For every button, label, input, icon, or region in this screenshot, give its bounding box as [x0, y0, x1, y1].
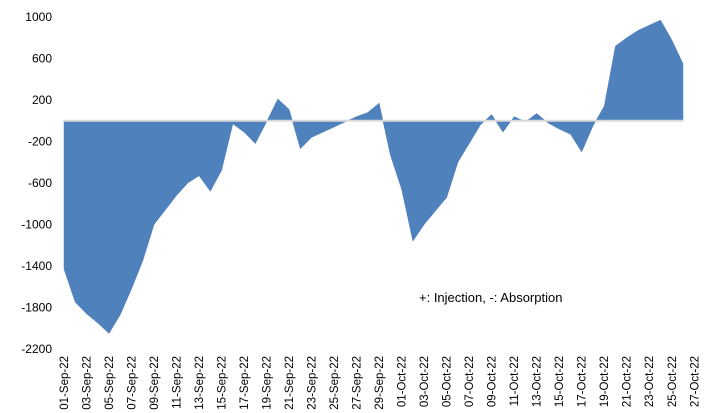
x-tick-label: 01-Oct-22: [397, 356, 409, 407]
y-tick-label: -1800: [21, 301, 52, 315]
x-tick-label: 09-Sep-22: [149, 356, 161, 410]
x-tick-label: 15-Sep-22: [217, 356, 229, 410]
x-tick-label: 17-Oct-22: [577, 356, 589, 407]
x-axis-ticks: 01-Sep-22 03-Sep-22 05-Sep-22 07-Sep-22 09-S…: [59, 356, 701, 410]
y-tick-label: -2200: [21, 342, 52, 356]
x-tick-label: 19-Sep-22: [262, 356, 274, 410]
x-tick-label: 13-Oct-22: [532, 356, 544, 407]
x-tick-label: 05-Sep-22: [104, 356, 116, 410]
x-tick-label: 21-Oct-22: [622, 356, 634, 407]
y-tick-label: -200: [28, 135, 52, 149]
injection-absorption-note: +: Injection, -: Absorption: [419, 290, 562, 305]
x-tick-label: 07-Oct-22: [464, 356, 476, 407]
x-tick-label: 21-Sep-22: [284, 356, 296, 410]
x-tick-label: 25-Oct-22: [667, 356, 679, 407]
x-tick-label: 11-Sep-22: [172, 356, 184, 409]
x-tick-label: 19-Oct-22: [599, 356, 611, 407]
x-tick-label: 09-Oct-22: [487, 356, 499, 407]
x-tick-label: 23-Sep-22: [307, 356, 319, 410]
x-tick-label: 13-Sep-22: [194, 356, 206, 410]
y-tick-label: -1400: [21, 259, 52, 273]
x-tick-label: 29-Sep-22: [374, 356, 386, 410]
x-tick-label: 27-Oct-22: [689, 356, 701, 407]
y-axis-ticks: 1000 600 200 -200 -600 -1000 -1400 -1800 -2200: [21, 10, 52, 356]
x-tick-label: 23-Oct-22: [644, 356, 656, 407]
y-tick-label: -600: [28, 176, 52, 190]
x-tick-label: 15-Oct-22: [554, 356, 566, 407]
x-tick-label: 03-Oct-22: [419, 356, 431, 407]
y-tick-label: 1000: [25, 10, 52, 24]
x-tick-label: 01-Sep-22: [59, 356, 71, 410]
x-tick-label: 11-Oct-22: [509, 356, 521, 406]
x-tick-label: 03-Sep-22: [82, 356, 94, 410]
x-tick-label: 25-Sep-22: [329, 356, 341, 410]
x-tick-label: 17-Sep-22: [239, 356, 251, 410]
x-tick-label: 27-Sep-22: [352, 356, 364, 410]
y-tick-label: 600: [32, 52, 52, 66]
y-tick-label: -1000: [21, 218, 52, 232]
net-liquidity-area: [63, 19, 684, 334]
x-tick-label: 07-Sep-22: [127, 356, 139, 410]
y-tick-label: 200: [32, 93, 52, 107]
x-tick-label: 05-Oct-22: [442, 356, 454, 407]
